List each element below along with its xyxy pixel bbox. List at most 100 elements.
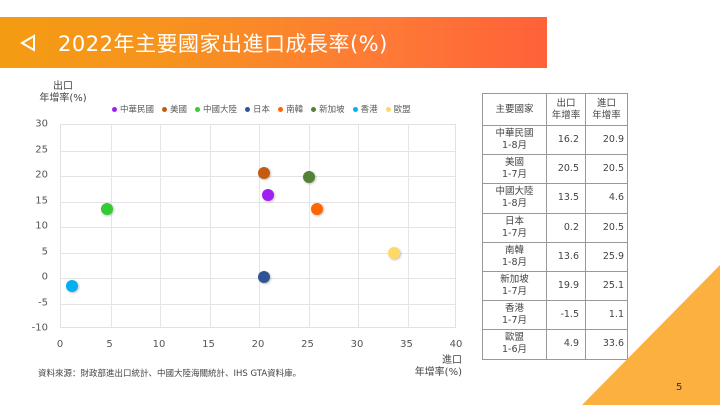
legend-dot-icon [112,106,117,112]
plot-area [60,124,456,328]
y-tick-label: 15 [35,195,48,206]
cell-import-growth: 20.5 [585,212,628,243]
country-period: 1-7月 [501,286,528,298]
header-export-line1: 出口 [556,97,576,109]
y-tick-label: 10 [35,220,48,232]
data-point-1[interactable] [257,167,270,180]
page-title: 2022年主要國家出進口成長率(%) [58,31,388,56]
country-period: 1-8月 [501,140,528,152]
gridline-vertical [209,125,211,327]
header-import: 進口 年增率 [585,93,628,126]
cell-export-growth: 19.9 [546,270,586,302]
data-point-0[interactable] [261,189,274,202]
cell-country: 歐盟 1-6月 [482,329,547,360]
gridline-vertical [160,125,161,327]
scatter-chart: 出口 年增率(%) 中華民國 美國 中國大陸 日本 南韓 新加坡 香港 歐盟 30 25 20 15… [31,81,463,379]
country-name: 中華民國 [495,128,534,140]
x-axis-label-line1: 進口 [442,355,462,366]
gridline-horizontal [61,201,455,203]
x-tick-label: 10 [152,339,166,350]
back-triangle-icon[interactable] [20,33,36,52]
gridline-vertical [358,125,359,327]
legend-label: 中國大陸 [203,105,238,115]
y-tick-label: -10 [31,322,48,334]
cell-country: 日本 1-7月 [482,212,547,243]
table-row: 日本 1-7月 0.2 20.5 [482,212,628,243]
table-header-row: 主要國家 出口 年增率 進口 年增率 [482,93,628,126]
page-number: 5 [676,382,683,393]
cell-country: 中華民國 1-8月 [482,124,547,156]
data-point-5[interactable] [303,170,316,183]
cell-export-growth: 13.5 [546,183,586,214]
legend-item[interactable]: 新加坡 [311,103,345,115]
cell-export-growth: 20.5 [546,154,586,185]
gridline-vertical [407,125,409,327]
table-row: 新加坡 1-7月 19.9 25.1 [482,270,628,302]
data-point-7[interactable] [387,247,400,259]
table-body: 中華民國 1-8月 16.2 20.9 美國 1-7月 20.5 20.5 中國大陸 1-8月 13… [482,124,628,360]
header-country: 主要國家 [482,93,547,126]
legend-item[interactable]: 中華民國 [112,103,154,115]
table-row: 香港 1-7月 -1.5 1.1 [482,300,628,331]
cell-import-growth: 33.6 [585,329,628,360]
cell-import-growth: 1.1 [585,300,628,331]
legend-item[interactable]: 美國 [162,103,187,115]
cell-country: 美國 1-7月 [482,154,547,185]
legend-dot-icon [195,106,201,112]
country-period: 1-8月 [501,198,528,210]
data-point-6[interactable] [65,279,78,292]
legend-label: 香港 [360,105,378,115]
legend-item[interactable]: 日本 [245,103,270,115]
cell-export-growth: 13.6 [546,241,586,272]
legend-label: 美國 [170,105,188,115]
country-name: 南韓 [504,244,524,256]
x-tick-label: 25 [301,339,314,350]
country-period: 1-6月 [501,344,528,356]
country-period: 1-7月 [501,169,528,181]
legend-item[interactable]: 香港 [352,103,378,115]
country-period: 1-7月 [501,227,528,239]
corner-triangle-decoration [582,265,720,405]
y-tick-label: 30 [35,118,48,130]
gridline-vertical [308,125,310,327]
data-point-3[interactable] [257,270,270,283]
country-name: 中國大陸 [495,186,534,198]
legend-item[interactable]: 歐盟 [385,103,411,115]
legend-label: 中華民國 [120,105,155,115]
title-bar: 2022年主要國家出進口成長率(%) [0,17,547,68]
data-point-2[interactable] [100,203,113,216]
data-point-4[interactable] [311,202,324,215]
x-axis-label-line2: 年增率(%) [414,367,462,378]
gridline-horizontal [61,150,455,152]
y-axis-label: 出口 年增率(%) [38,81,88,105]
country-name: 日本 [504,215,524,227]
cell-country: 新加坡 1-7月 [482,270,547,302]
cell-import-growth: 4.6 [585,183,628,214]
cell-export-growth: 0.2 [546,212,586,243]
country-name: 新加坡 [500,274,529,286]
cell-export-growth: 16.2 [546,124,586,156]
legend-label: 南韓 [286,105,304,115]
cell-import-growth: 20.9 [585,124,628,156]
legend-item[interactable]: 中國大陸 [195,103,237,115]
cell-country: 中國大陸 1-8月 [482,183,547,214]
header-export-line2: 年增率 [551,109,581,121]
legend-item[interactable]: 南韓 [278,103,303,115]
table-row: 美國 1-7月 20.5 20.5 [482,154,628,185]
header-import-line2: 年增率 [592,109,621,121]
table-row: 歐盟 1-6月 4.9 33.6 [482,329,628,360]
header-import-line1: 進口 [596,97,616,109]
chart-legend: 中華民國 美國 中國大陸 日本 南韓 新加坡 香港 歐盟 [112,103,411,115]
x-tick-label: 15 [202,339,215,350]
legend-dot-icon [278,106,284,112]
source-note: 資料來源：財政部進出口統計、中國大陸海關統計、IHS GTA資料庫。 [38,369,302,379]
country-name: 香港 [504,303,524,315]
cell-export-growth: 4.9 [546,329,586,360]
y-tick-label: -5 [38,297,48,308]
legend-dot-icon [352,106,358,112]
legend-label: 新加坡 [319,105,345,115]
y-tick-label: 25 [35,144,48,155]
cell-import-growth: 20.5 [585,154,628,185]
cell-import-growth: 25.9 [585,241,628,272]
x-tick-label: 20 [251,339,265,350]
